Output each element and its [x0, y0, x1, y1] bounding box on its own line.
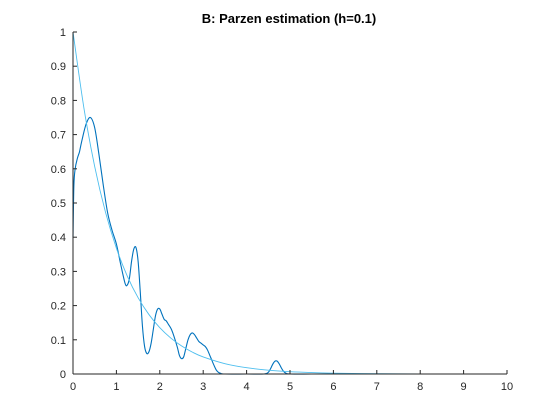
y-tick-label: 0.4 [51, 232, 66, 244]
x-tick-label: 6 [330, 381, 336, 393]
y-tick-label: 0.1 [51, 335, 66, 347]
x-tick-label: 4 [244, 381, 250, 393]
x-tick-label: 8 [417, 381, 423, 393]
y-tick-label: 0.9 [51, 61, 66, 73]
y-tick-label: 0.5 [51, 198, 66, 210]
x-tick-label: 3 [200, 381, 206, 393]
x-tick-label: 1 [113, 381, 119, 393]
x-tick-label: 0 [70, 381, 76, 393]
x-tick-label: 2 [157, 381, 163, 393]
x-tick-label: 5 [287, 381, 293, 393]
y-tick-label: 0.8 [51, 95, 66, 107]
y-tick-label: 1 [60, 27, 66, 39]
y-tick-label: 0 [60, 369, 66, 381]
plot-area [73, 32, 507, 374]
y-tick-label: 0.3 [51, 266, 66, 278]
y-tick-label: 0.7 [51, 130, 66, 142]
x-tick-label: 9 [461, 381, 467, 393]
x-tick-label: 7 [374, 381, 380, 393]
y-tick-label: 0.6 [51, 164, 66, 176]
x-tick-label: 10 [501, 381, 513, 393]
chart-title: B: Parzen estimation (h=0.1) [202, 11, 376, 26]
y-tick-label: 0.2 [51, 301, 66, 313]
